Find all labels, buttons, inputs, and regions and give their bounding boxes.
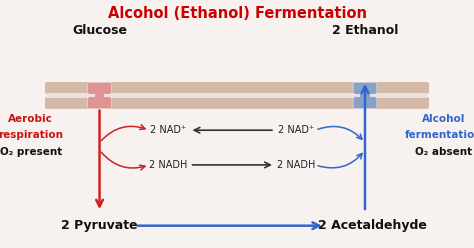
Text: O₂ absent: O₂ absent	[415, 148, 472, 157]
Text: 2 Pyruvate: 2 Pyruvate	[61, 219, 138, 232]
Text: 2 NAD⁺: 2 NAD⁺	[150, 125, 186, 135]
Text: Alcohol (Ethanol) Fermentation: Alcohol (Ethanol) Fermentation	[108, 6, 366, 21]
Text: Glucose: Glucose	[72, 25, 127, 37]
Text: 2 NAD⁺: 2 NAD⁺	[278, 125, 314, 135]
Text: 2 Ethanol: 2 Ethanol	[332, 25, 398, 37]
FancyBboxPatch shape	[88, 82, 111, 94]
FancyBboxPatch shape	[45, 82, 429, 94]
FancyBboxPatch shape	[88, 97, 111, 109]
Text: Alcohol: Alcohol	[421, 114, 465, 124]
Text: 2 Acetaldehyde: 2 Acetaldehyde	[318, 219, 427, 232]
Text: 2 NADH: 2 NADH	[149, 160, 187, 170]
Text: O₂ present: O₂ present	[0, 148, 62, 157]
Bar	[360, 93, 370, 98]
FancyBboxPatch shape	[353, 82, 377, 94]
FancyBboxPatch shape	[353, 97, 377, 109]
Bar	[95, 93, 104, 98]
Bar	[47, 93, 427, 98]
Text: respiration: respiration	[0, 130, 64, 140]
FancyBboxPatch shape	[45, 97, 429, 109]
Text: 2 NADH: 2 NADH	[277, 160, 315, 170]
Text: Aerobic: Aerobic	[9, 114, 53, 124]
Text: fermentation: fermentation	[404, 130, 474, 140]
